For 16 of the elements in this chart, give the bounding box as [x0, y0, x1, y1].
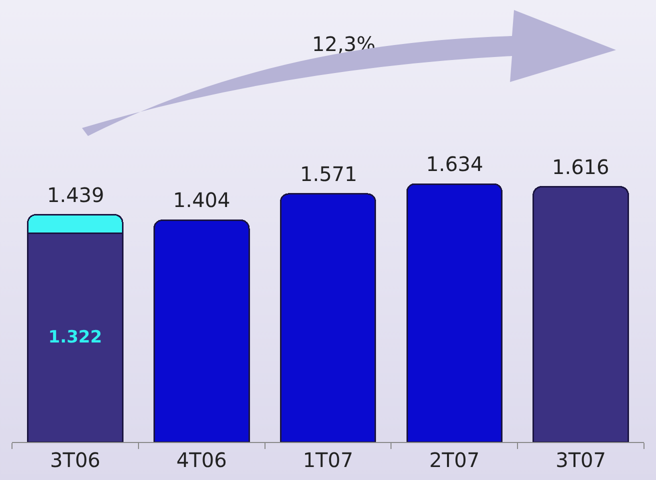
bar [153, 220, 250, 442]
total-label: 1.634 [426, 152, 484, 176]
bar [532, 186, 629, 442]
total-label: 1.616 [552, 155, 610, 179]
text: 12,3% [312, 32, 376, 56]
x-tick-label: 2T07 [429, 448, 480, 472]
x-tick-label: 1T07 [302, 448, 354, 472]
x-tick-label: 3T06 [50, 448, 100, 472]
x-tick-label: 3T07 [556, 448, 606, 472]
total-label: 1.571 [300, 162, 358, 186]
x-tick-label: 4T06 [176, 448, 227, 472]
bar [280, 193, 376, 442]
bar [406, 183, 503, 442]
total-label: 1.404 [173, 188, 230, 212]
data-label: 1.322 [48, 328, 102, 348]
total-label: 1.439 [47, 183, 104, 207]
